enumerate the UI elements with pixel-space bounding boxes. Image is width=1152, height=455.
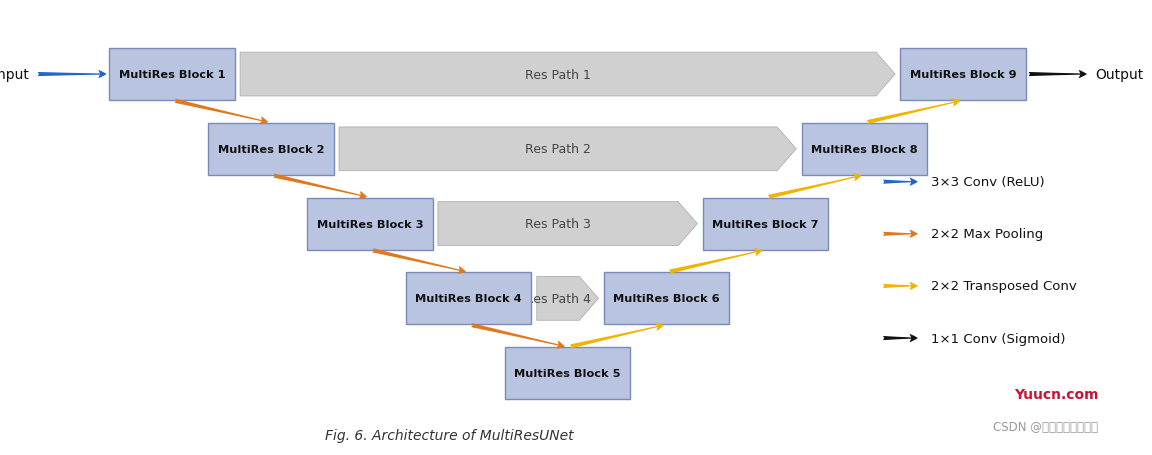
Text: MultiRes Block 1: MultiRes Block 1: [119, 70, 226, 80]
Text: Fig. 6. Architecture of MultiResUNet: Fig. 6. Architecture of MultiResUNet: [325, 428, 574, 442]
FancyBboxPatch shape: [209, 123, 334, 176]
Text: 2×2 Transposed Conv: 2×2 Transposed Conv: [931, 280, 1077, 293]
FancyBboxPatch shape: [802, 123, 927, 176]
Text: Res Path 2: Res Path 2: [525, 143, 591, 156]
Text: MultiRes Block 9: MultiRes Block 9: [910, 70, 1016, 80]
FancyBboxPatch shape: [901, 49, 1026, 101]
Text: MultiRes Block 7: MultiRes Block 7: [712, 219, 819, 229]
FancyBboxPatch shape: [703, 198, 828, 250]
Text: CSDN @不想敲代码的小杨: CSDN @不想敲代码的小杨: [993, 420, 1098, 433]
FancyBboxPatch shape: [109, 49, 235, 101]
Text: MultiRes Block 3: MultiRes Block 3: [317, 219, 423, 229]
Text: Input: Input: [0, 68, 30, 82]
Text: MultiRes Block 2: MultiRes Block 2: [218, 145, 324, 155]
Text: Output: Output: [1096, 68, 1143, 82]
Text: 3×3 Conv (ReLU): 3×3 Conv (ReLU): [931, 176, 1045, 189]
Text: Res Path 1: Res Path 1: [525, 68, 591, 81]
Text: MultiRes Block 5: MultiRes Block 5: [515, 369, 621, 379]
FancyBboxPatch shape: [406, 273, 531, 325]
Text: Yuucn.com: Yuucn.com: [1014, 388, 1098, 402]
Text: Res Path 4: Res Path 4: [525, 292, 591, 305]
Text: MultiRes Block 4: MultiRes Block 4: [416, 294, 522, 304]
Text: 2×2 Max Pooling: 2×2 Max Pooling: [931, 228, 1044, 241]
FancyBboxPatch shape: [505, 347, 630, 399]
Text: MultiRes Block 6: MultiRes Block 6: [613, 294, 720, 304]
Polygon shape: [339, 128, 796, 172]
FancyBboxPatch shape: [604, 273, 729, 325]
Polygon shape: [438, 202, 697, 246]
Polygon shape: [240, 53, 895, 97]
Text: 1×1 Conv (Sigmoid): 1×1 Conv (Sigmoid): [931, 332, 1066, 345]
Polygon shape: [537, 277, 598, 321]
Text: Res Path 3: Res Path 3: [525, 217, 591, 231]
Text: MultiRes Block 8: MultiRes Block 8: [811, 145, 918, 155]
FancyBboxPatch shape: [308, 198, 433, 250]
